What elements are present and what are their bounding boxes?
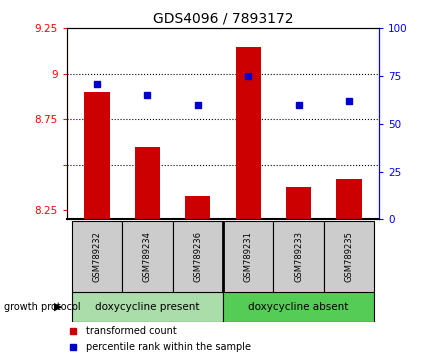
Text: GSM789235: GSM789235	[344, 231, 353, 282]
Bar	[72, 292, 223, 322]
Bar	[223, 292, 373, 322]
Bar	[84, 92, 109, 219]
Bar	[172, 221, 223, 292]
Bar	[273, 221, 323, 292]
Text: doxycycline absent: doxycycline absent	[248, 302, 348, 312]
Bar	[336, 179, 361, 219]
Text: transformed count: transformed count	[85, 326, 176, 336]
Bar	[122, 221, 172, 292]
Bar	[286, 187, 310, 219]
Bar	[185, 196, 210, 219]
Bar	[223, 221, 273, 292]
Text: GSM789236: GSM789236	[193, 231, 202, 282]
Text: GSM789234: GSM789234	[143, 231, 152, 282]
Text: GSM789232: GSM789232	[92, 231, 101, 282]
Text: doxycycline present: doxycycline present	[95, 302, 199, 312]
Text: growth protocol: growth protocol	[4, 302, 81, 312]
Text: GSM789231: GSM789231	[243, 231, 252, 282]
Text: GSM789233: GSM789233	[293, 231, 302, 282]
Bar	[323, 221, 373, 292]
Bar	[235, 46, 260, 219]
Bar	[135, 147, 160, 219]
Text: ▶: ▶	[54, 302, 62, 312]
Text: percentile rank within the sample: percentile rank within the sample	[85, 342, 250, 352]
Bar	[72, 221, 122, 292]
Title: GDS4096 / 7893172: GDS4096 / 7893172	[153, 12, 292, 26]
